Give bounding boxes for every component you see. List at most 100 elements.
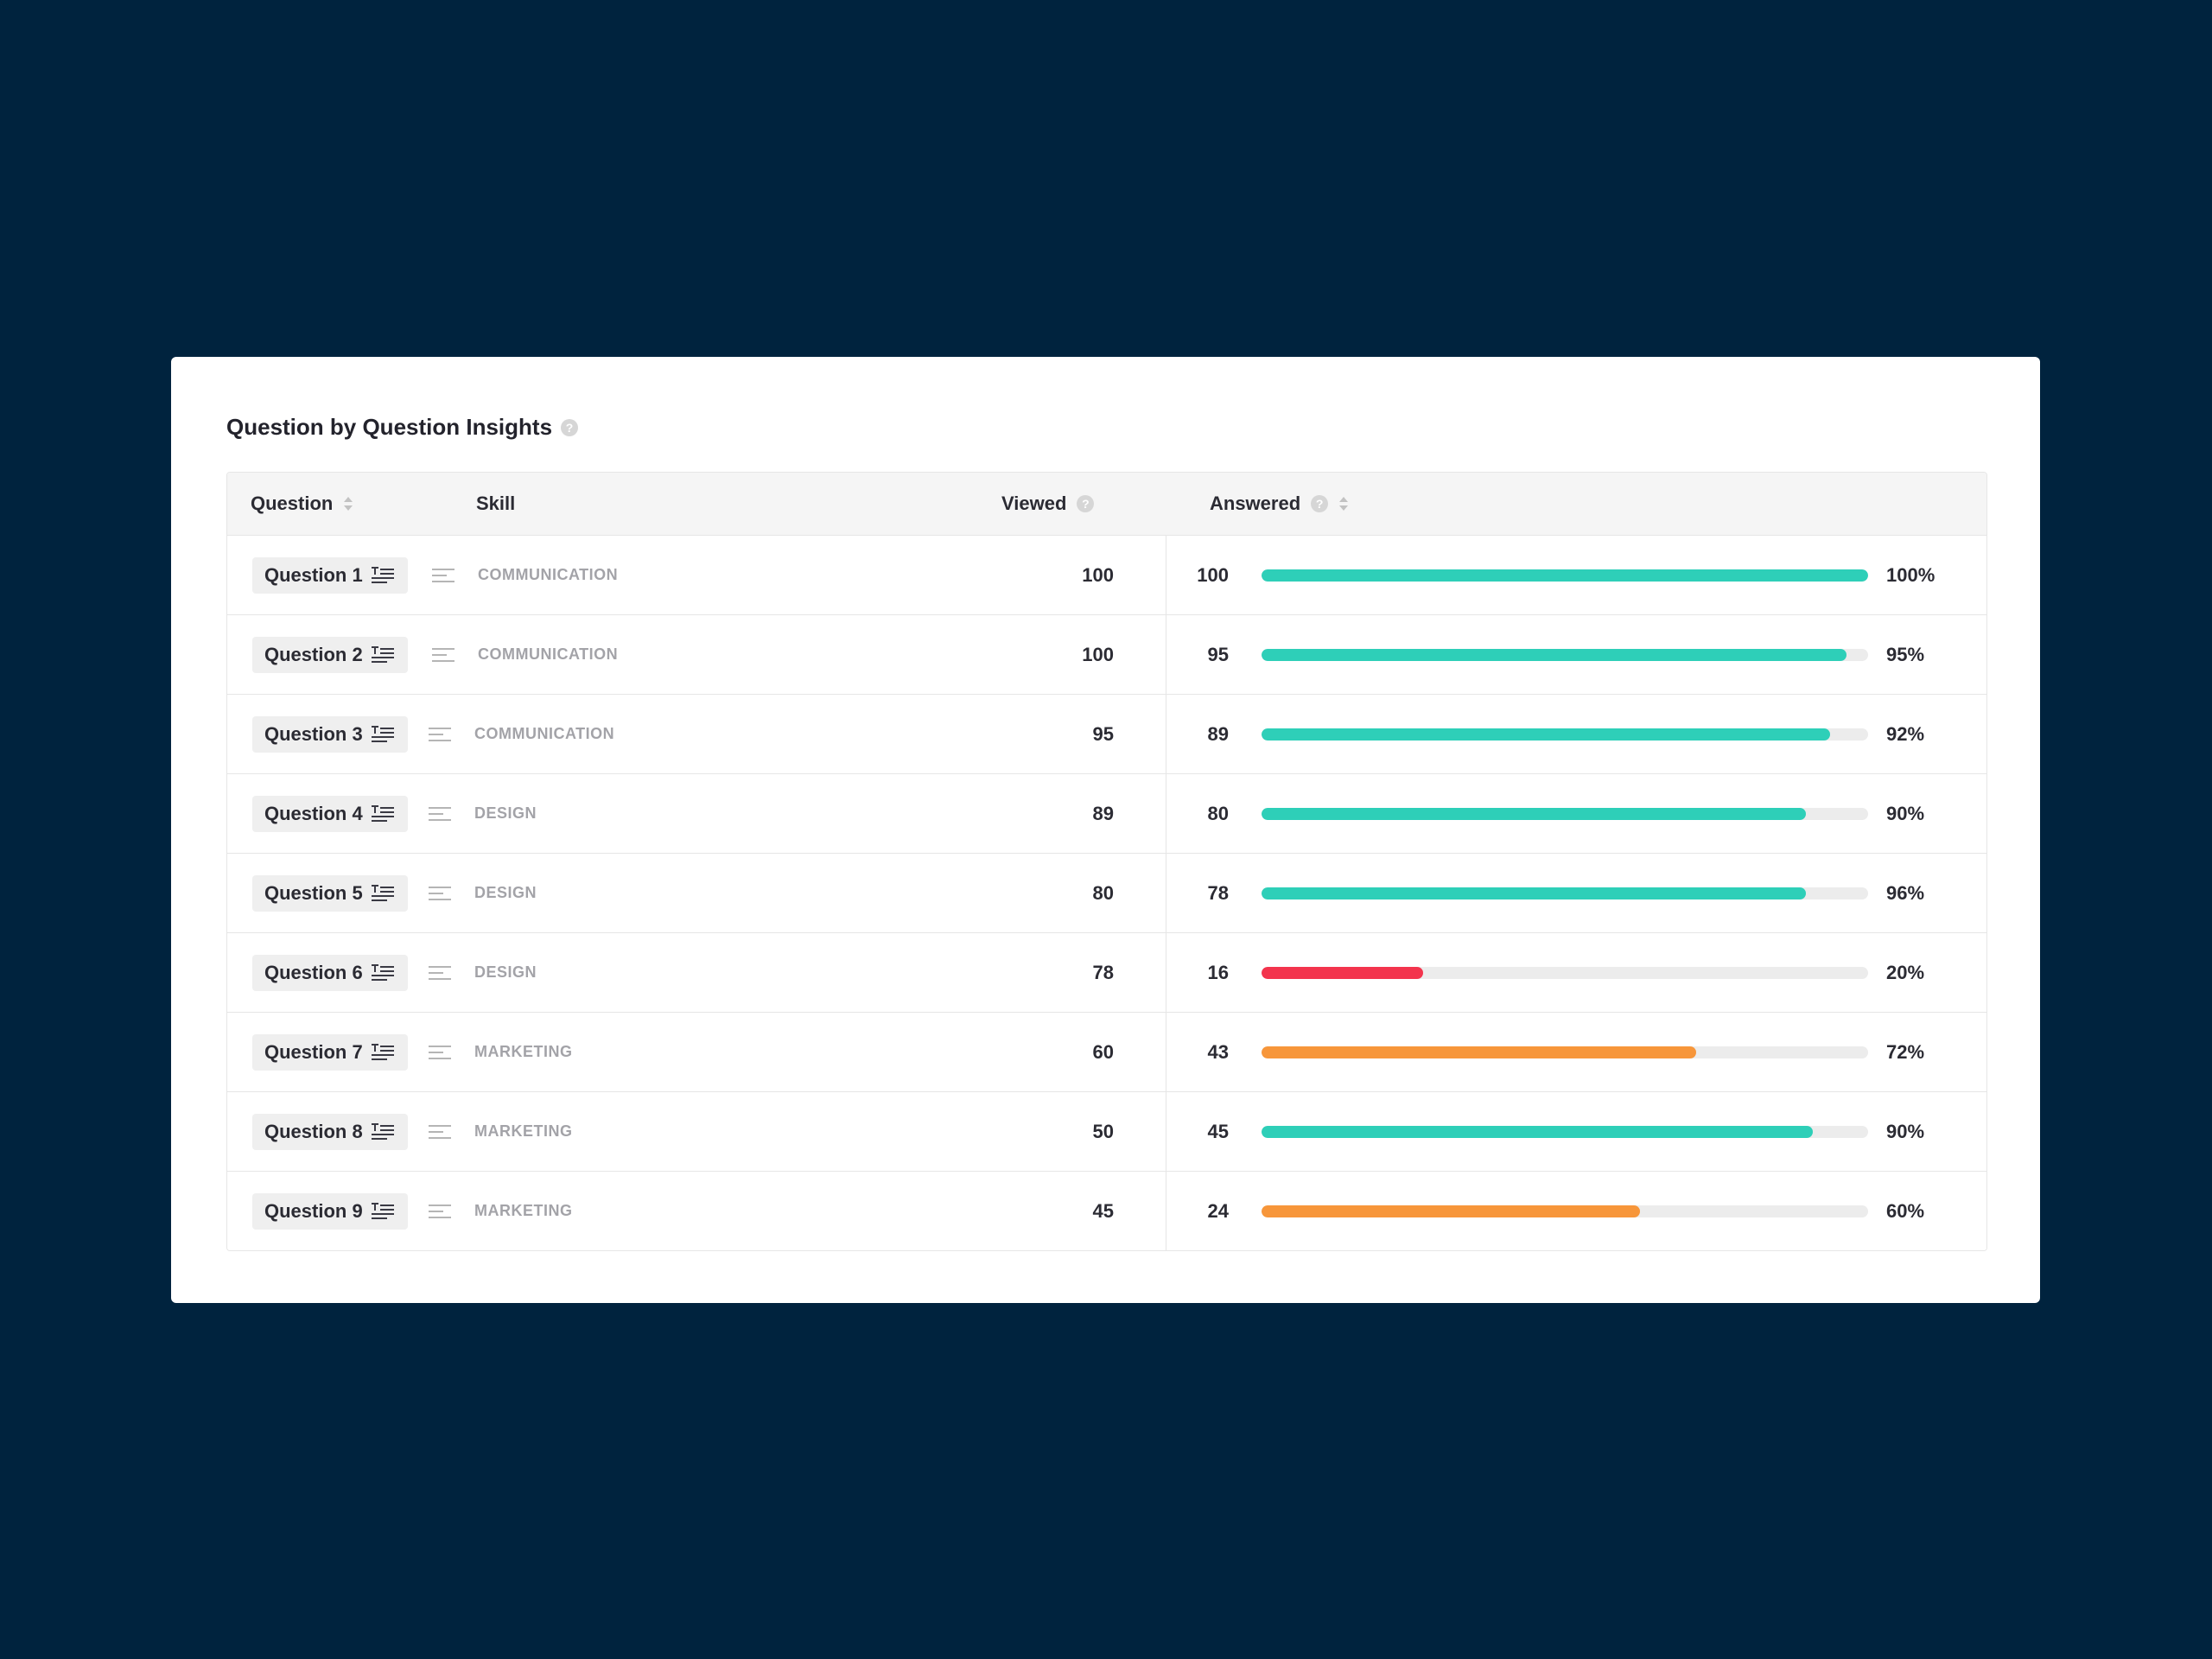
text-align-icon	[429, 1205, 451, 1220]
table-row[interactable]: Question 7 MARKETING 60 43 72%	[227, 1013, 1986, 1092]
answered-progress-bar	[1262, 1046, 1868, 1058]
answered-progress-fill	[1262, 649, 1847, 661]
column-header-viewed: Viewed ?	[1001, 473, 1095, 535]
question-list-icon	[371, 805, 394, 823]
viewed-count: 50	[1092, 1120, 1114, 1142]
answered-percent: 96%	[1886, 881, 1925, 904]
column-label-viewed: Viewed	[1001, 493, 1067, 514]
answered-percent: 90%	[1886, 1120, 1925, 1142]
viewed-count: 78	[1092, 961, 1114, 983]
question-pill[interactable]: Question 1	[252, 557, 408, 594]
question-label: Question 3	[264, 723, 363, 745]
insights-table: Question Skill Viewed ? Answered ? Quest…	[226, 472, 1987, 1251]
panel-header: Question by Question Insights ?	[226, 414, 579, 441]
skill-label: DESIGN	[474, 884, 537, 901]
answered-progress-fill	[1262, 728, 1830, 741]
question-label: Question 9	[264, 1200, 363, 1222]
answered-progress-fill	[1262, 1046, 1697, 1058]
answered-count: 100	[1197, 563, 1229, 586]
column-header-answered[interactable]: Answered ?	[1210, 473, 1349, 535]
text-align-icon	[429, 1046, 451, 1061]
question-label: Question 1	[264, 564, 363, 586]
answered-count: 95	[1207, 643, 1229, 665]
answered-percent: 100%	[1886, 563, 1936, 586]
help-icon[interactable]: ?	[561, 418, 579, 436]
question-list-icon	[371, 1203, 394, 1220]
text-align-icon	[429, 728, 451, 743]
question-label: Question 4	[264, 803, 363, 824]
question-pill[interactable]: Question 2	[252, 637, 408, 673]
insights-card: Question by Question Insights ? Question…	[171, 357, 2040, 1303]
question-label: Question 7	[264, 1041, 363, 1063]
answered-help-icon[interactable]: ?	[1311, 495, 1329, 512]
question-label: Question 5	[264, 882, 363, 904]
answered-progress-fill	[1262, 808, 1807, 820]
question-list-icon	[371, 1044, 394, 1061]
answered-progress-bar	[1262, 1126, 1868, 1138]
column-label-skill: Skill	[476, 493, 516, 514]
question-pill[interactable]: Question 9	[252, 1193, 408, 1230]
answered-progress-bar	[1262, 967, 1868, 979]
answered-progress-bar	[1262, 649, 1868, 661]
text-align-icon	[429, 1125, 451, 1141]
question-pill[interactable]: Question 6	[252, 955, 408, 991]
answered-progress-fill	[1262, 967, 1423, 979]
answered-count: 80	[1207, 802, 1229, 824]
question-list-icon	[371, 964, 394, 982]
question-pill[interactable]: Question 4	[252, 796, 408, 832]
table-row[interactable]: Question 3 COMMUNICATION 95 89 92%	[227, 695, 1986, 774]
skill-label: MARKETING	[474, 1202, 573, 1219]
answered-count: 45	[1207, 1120, 1229, 1142]
answered-count: 24	[1207, 1199, 1229, 1222]
skill-label: MARKETING	[474, 1043, 573, 1060]
text-align-icon	[429, 887, 451, 902]
table-body: Question 1 COMMUNICATION 100 100 100% Qu…	[227, 536, 1986, 1250]
table-row[interactable]: Question 1 COMMUNICATION 100 100 100%	[227, 536, 1986, 615]
question-list-icon	[371, 885, 394, 902]
viewed-count: 80	[1092, 881, 1114, 904]
table-row[interactable]: Question 2 COMMUNICATION 100 95 95%	[227, 615, 1986, 695]
answered-progress-bar	[1262, 569, 1868, 582]
question-list-icon	[371, 567, 394, 584]
answered-count: 78	[1207, 881, 1229, 904]
answered-percent: 60%	[1886, 1199, 1925, 1222]
column-header-question[interactable]: Question	[251, 473, 353, 535]
question-pill[interactable]: Question 3	[252, 716, 408, 753]
question-list-icon	[371, 646, 394, 664]
panel-title: Question by Question Insights	[226, 414, 553, 440]
question-pill[interactable]: Question 7	[252, 1034, 408, 1071]
answered-count: 89	[1207, 722, 1229, 745]
viewed-help-icon[interactable]: ?	[1077, 495, 1095, 512]
skill-label: DESIGN	[474, 963, 537, 981]
viewed-count: 89	[1092, 802, 1114, 824]
question-pill[interactable]: Question 5	[252, 875, 408, 912]
answered-progress-bar	[1262, 1205, 1868, 1217]
skill-label: MARKETING	[474, 1122, 573, 1140]
viewed-count: 100	[1082, 643, 1114, 665]
answered-progress-bar	[1262, 728, 1868, 741]
sort-icon[interactable]	[343, 495, 353, 512]
viewed-count: 95	[1092, 722, 1114, 745]
answered-progress-fill	[1262, 1126, 1814, 1138]
question-pill[interactable]: Question 8	[252, 1114, 408, 1150]
sort-icon[interactable]	[1338, 495, 1349, 512]
table-row[interactable]: Question 8 MARKETING 50 45 90%	[227, 1092, 1986, 1172]
answered-percent: 20%	[1886, 961, 1925, 983]
question-label: Question 2	[264, 644, 363, 665]
viewed-count: 100	[1082, 563, 1114, 586]
answered-progress-bar	[1262, 887, 1868, 899]
answered-percent: 72%	[1886, 1040, 1925, 1063]
text-align-icon	[432, 569, 454, 584]
column-header-skill: Skill	[476, 473, 515, 535]
text-align-icon	[429, 966, 451, 982]
answered-progress-fill	[1262, 887, 1807, 899]
text-align-icon	[432, 648, 454, 664]
table-row[interactable]: Question 5 DESIGN 80 78 96%	[227, 854, 1986, 933]
question-list-icon	[371, 726, 394, 743]
table-row[interactable]: Question 9 MARKETING 45 24 60%	[227, 1172, 1986, 1250]
answered-percent: 92%	[1886, 722, 1925, 745]
skill-label: COMMUNICATION	[478, 566, 619, 583]
table-row[interactable]: Question 6 DESIGN 78 16 20%	[227, 933, 1986, 1013]
table-row[interactable]: Question 4 DESIGN 89 80 90%	[227, 774, 1986, 854]
answered-count: 43	[1207, 1040, 1229, 1063]
